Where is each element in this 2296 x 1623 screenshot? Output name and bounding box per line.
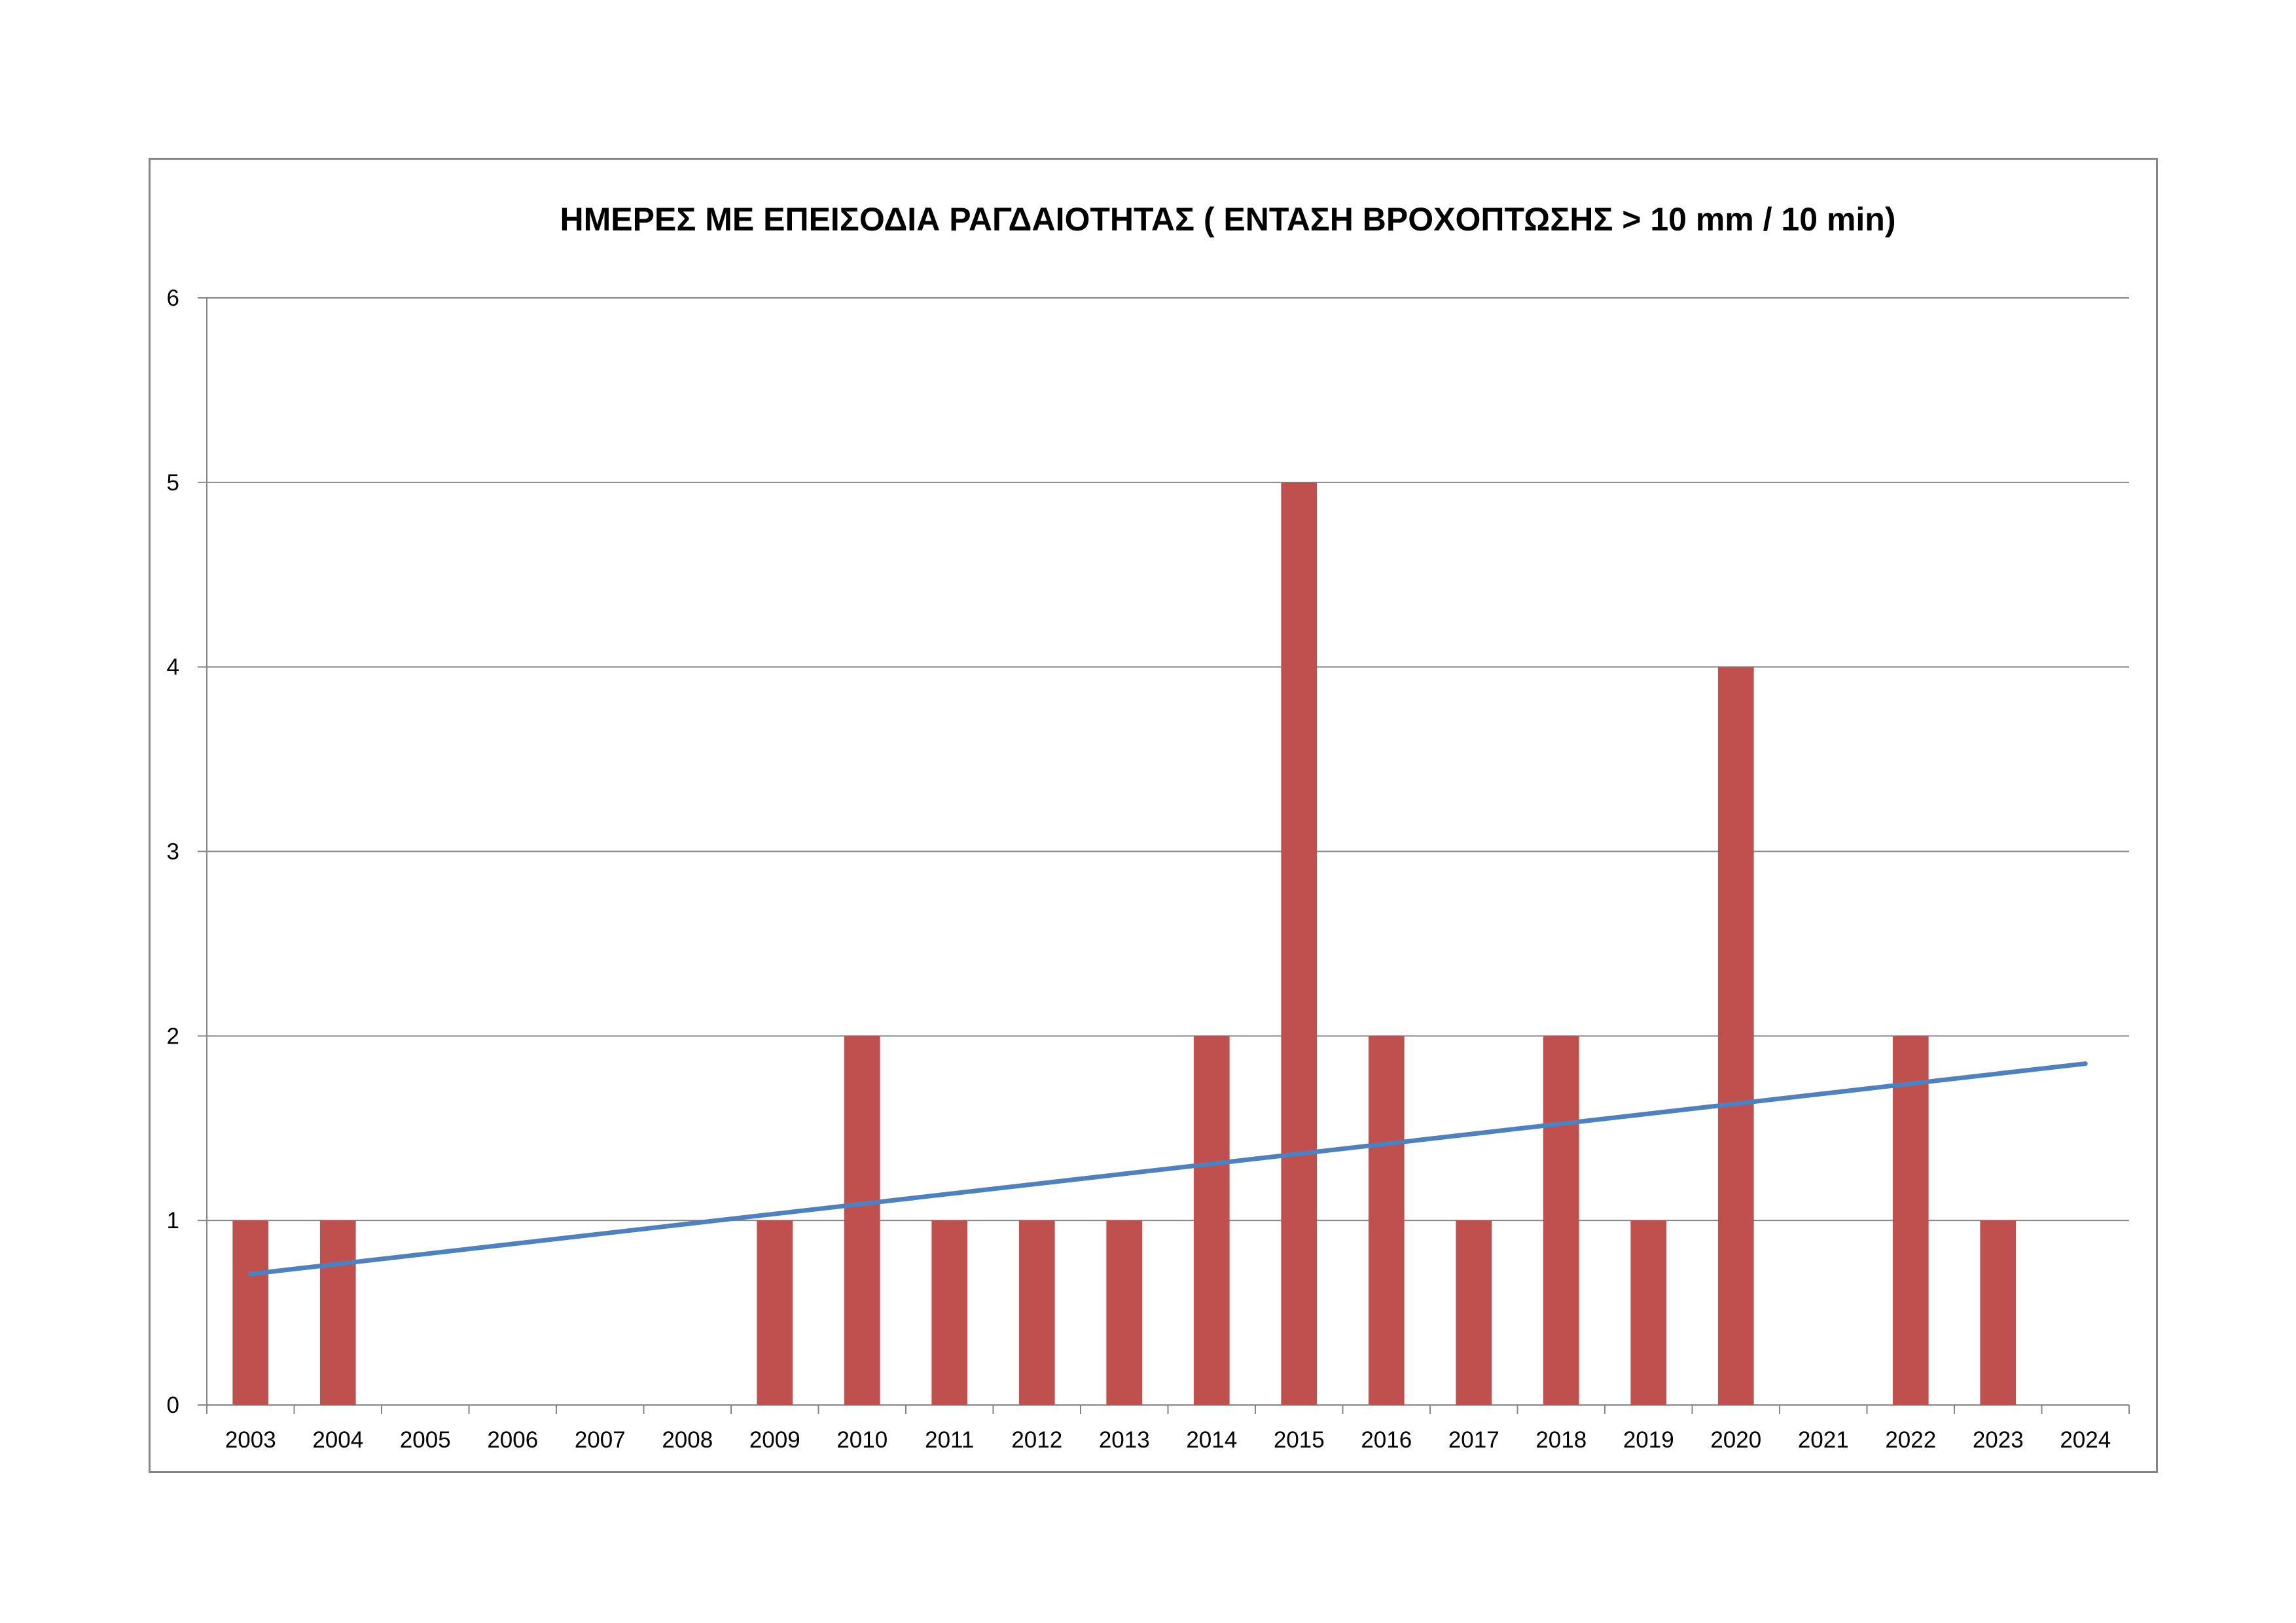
y-tick-label: 1 — [167, 1208, 179, 1233]
bar-2011 — [931, 1220, 968, 1405]
axes — [198, 297, 2130, 1414]
x-tick-label: 2007 — [575, 1427, 626, 1453]
bar-2018 — [1543, 1036, 1579, 1405]
x-tick-label: 2011 — [925, 1427, 974, 1453]
x-tick-label: 2015 — [1274, 1427, 1325, 1453]
y-tick-label: 6 — [167, 285, 179, 311]
y-tick-label: 2 — [167, 1023, 179, 1049]
x-tick-label: 2004 — [312, 1427, 363, 1453]
bar-2022 — [1892, 1036, 1929, 1405]
x-tick-label: 2003 — [225, 1427, 276, 1453]
y-tick-label: 4 — [167, 655, 179, 680]
bar-2010 — [844, 1036, 880, 1405]
chart-title: ΗΜΕΡΕΣ ΜΕ ΕΠΕΙΣΟΔΙΑ ΡΑΓΔΑΙΟΤΗΤΑΣ ( ΕΝΤΑΣ… — [560, 201, 1896, 238]
x-tick-label: 2021 — [1798, 1427, 1849, 1453]
bar-2004 — [319, 1220, 356, 1405]
bar-2020 — [1717, 666, 1754, 1405]
x-tick-label: 2013 — [1099, 1427, 1150, 1453]
x-tick-label: 2020 — [1710, 1427, 1761, 1453]
x-tick-label: 2016 — [1361, 1427, 1412, 1453]
x-tick-label: 2023 — [1973, 1427, 2024, 1453]
y-tick-label: 3 — [167, 839, 179, 865]
bar-2017 — [1456, 1220, 1492, 1405]
x-tick-label: 2018 — [1535, 1427, 1587, 1453]
trendline — [248, 1061, 2088, 1277]
x-tick-label: 2024 — [2060, 1427, 2111, 1453]
tick-labels: 0 1 2 3 4 5 6 2003 2004 2005 2006 2007 2008 2009 2010 2… — [167, 285, 2111, 1453]
bar-2019 — [1630, 1220, 1667, 1405]
x-tick-label: 2022 — [1885, 1427, 1936, 1453]
chart-frame — [149, 158, 2158, 1473]
gridlines — [207, 297, 2129, 1222]
bar-series — [232, 482, 2017, 1406]
bar-2023 — [1980, 1220, 2017, 1405]
bar-2015 — [1281, 482, 1318, 1406]
bar-2016 — [1368, 1036, 1405, 1405]
x-tick-label: 2005 — [400, 1427, 451, 1453]
x-tick-label: 2010 — [836, 1427, 888, 1453]
bar-2013 — [1106, 1220, 1143, 1405]
x-tick-label: 2012 — [1011, 1427, 1062, 1453]
x-tick-label: 2014 — [1186, 1427, 1237, 1453]
x-tick-label: 2008 — [662, 1427, 713, 1453]
bar-2014 — [1193, 1036, 1230, 1405]
bar-2009 — [757, 1220, 793, 1405]
y-tick-label: 0 — [167, 1393, 179, 1418]
bar-2012 — [1018, 1220, 1055, 1405]
x-tick-label: 2009 — [749, 1427, 800, 1453]
trendline-layer — [248, 1061, 2088, 1277]
bar-2003 — [232, 1220, 269, 1405]
x-tick-label: 2017 — [1448, 1427, 1499, 1453]
y-tick-label: 5 — [167, 470, 179, 496]
x-tick-label: 2006 — [487, 1427, 538, 1453]
x-tick-label: 2019 — [1623, 1427, 1674, 1453]
